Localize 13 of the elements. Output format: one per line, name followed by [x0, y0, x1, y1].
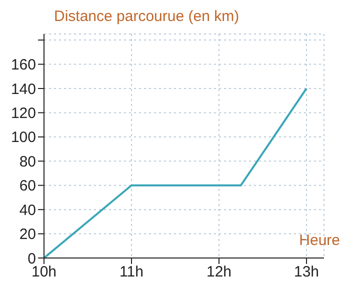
y-tick-label: 60 — [19, 178, 36, 195]
y-tick-label: 20 — [19, 226, 36, 244]
y-tick-label: 100 — [10, 129, 36, 146]
x-tick-label: 12h — [206, 264, 232, 281]
y-tick-label: 120 — [10, 105, 36, 122]
x-axis-title: Heure — [299, 232, 340, 249]
x-tick-label: 11h — [120, 264, 144, 281]
x-tick-label: 13h — [294, 264, 320, 281]
y-tick-label: 40 — [19, 202, 36, 219]
y-axis-title: Distance parcourue (en km) — [54, 8, 240, 25]
y-tick-label: 160 — [10, 56, 36, 74]
y-tick-label: 80 — [19, 153, 36, 170]
y-tick-label: 140 — [10, 80, 36, 98]
